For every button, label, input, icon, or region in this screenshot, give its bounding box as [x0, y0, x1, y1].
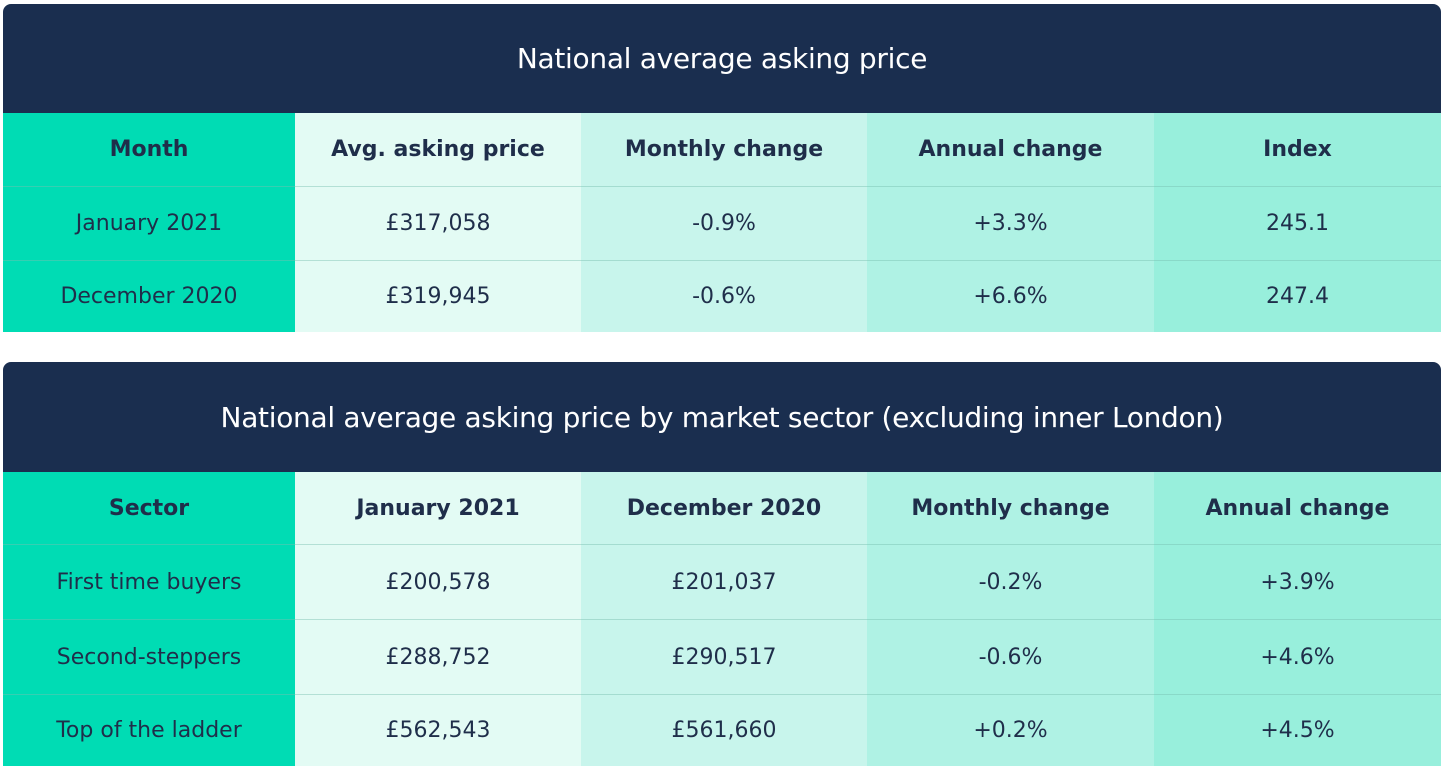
table-title: National average asking price by market …: [3, 362, 1441, 472]
table-cell-sector: First time buyers: [3, 544, 295, 619]
market-sector-table: National average asking price by market …: [3, 362, 1441, 766]
column-header: Sector: [3, 472, 295, 544]
table-cell-monthly-change: +0.2%: [867, 694, 1154, 766]
table-cell-price: £317,058: [295, 186, 581, 260]
column-header: Monthly change: [581, 113, 867, 186]
column-header: Month: [3, 113, 295, 186]
table-cell-annual-change: +4.5%: [1154, 694, 1441, 766]
column-header: Annual change: [867, 113, 1154, 186]
table-grid: Month Avg. asking price Monthly change A…: [3, 113, 1441, 332]
table-cell-monthly-change: -0.2%: [867, 544, 1154, 619]
column-header: Annual change: [1154, 472, 1441, 544]
table-cell-index: 245.1: [1154, 186, 1441, 260]
table-cell-month: January 2021: [3, 186, 295, 260]
column-header: December 2020: [581, 472, 867, 544]
table-cell-jan-price: £200,578: [295, 544, 581, 619]
table-cell-annual-change: +3.3%: [867, 186, 1154, 260]
table-cell-dec-price: £201,037: [581, 544, 867, 619]
table-grid: Sector January 2021 December 2020 Monthl…: [3, 472, 1441, 766]
table-cell-jan-price: £288,752: [295, 619, 581, 694]
table-cell-sector: Second-steppers: [3, 619, 295, 694]
table-cell-dec-price: £561,660: [581, 694, 867, 766]
table-cell-price: £319,945: [295, 260, 581, 332]
table-cell-monthly-change: -0.9%: [581, 186, 867, 260]
table-cell-sector: Top of the ladder: [3, 694, 295, 766]
column-header: January 2021: [295, 472, 581, 544]
table-cell-annual-change: +3.9%: [1154, 544, 1441, 619]
asking-price-table: National average asking price Month Avg.…: [3, 4, 1441, 332]
table-cell-index: 247.4: [1154, 260, 1441, 332]
table-cell-annual-change: +6.6%: [867, 260, 1154, 332]
table-cell-annual-change: +4.6%: [1154, 619, 1441, 694]
table-cell-jan-price: £562,543: [295, 694, 581, 766]
column-header: Avg. asking price: [295, 113, 581, 186]
table-title: National average asking price: [3, 4, 1441, 113]
table-cell-monthly-change: -0.6%: [581, 260, 867, 332]
table-cell-monthly-change: -0.6%: [867, 619, 1154, 694]
column-header: Index: [1154, 113, 1441, 186]
column-header: Monthly change: [867, 472, 1154, 544]
table-cell-dec-price: £290,517: [581, 619, 867, 694]
table-cell-month: December 2020: [3, 260, 295, 332]
